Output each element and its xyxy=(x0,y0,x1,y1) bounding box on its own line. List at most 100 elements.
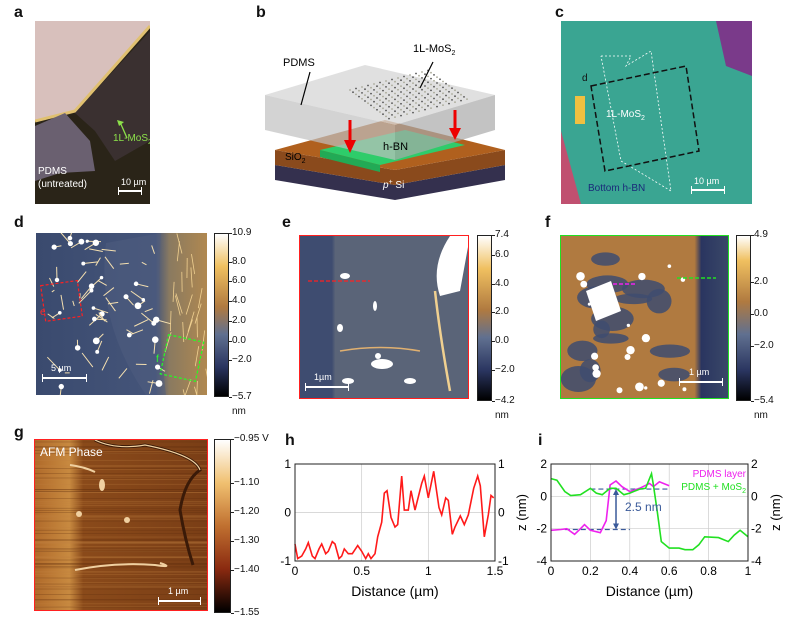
scale-bar xyxy=(679,378,723,386)
panel-label-d: d xyxy=(14,214,24,231)
colorbar-tick-label: −1.10 xyxy=(234,476,260,488)
scale-label: 1µm xyxy=(314,372,332,382)
colorbar-tick xyxy=(751,281,754,283)
colorbar-tick-label: 8.0 xyxy=(232,255,246,267)
label-pdms: PDMS xyxy=(38,166,67,177)
scale-label: 1 µm xyxy=(689,367,710,377)
y-tick-label-right: -2 xyxy=(751,522,762,536)
label-bottom-hbn: Bottom h-BN xyxy=(588,183,646,194)
colorbar-tick-label: 0.0 xyxy=(754,307,768,319)
colorbar-tick-label: −2.0 xyxy=(232,354,252,366)
y-tick-label-left: -1 xyxy=(280,554,291,568)
x-tick-label: 0 xyxy=(548,564,555,578)
panel-label-g: g xyxy=(14,424,24,441)
panel-label-h: h xyxy=(285,432,295,449)
y-tick-label-right: 0 xyxy=(498,506,505,520)
colorbar-tick-label: 2.0 xyxy=(232,314,246,326)
colorbar-tick-label: 4.0 xyxy=(495,277,509,289)
colorbar-tick xyxy=(751,235,754,236)
y-axis-label-left: z (nm) xyxy=(514,494,529,531)
colorbar-tick-label: −1.55 xyxy=(234,607,260,618)
x-tick-label: 1 xyxy=(745,564,752,578)
y-tick-label-right: -4 xyxy=(751,554,762,568)
colorbar-tick xyxy=(229,320,232,322)
afm-height-image-e: 1µm xyxy=(299,235,469,399)
label-mos2: 1L-MoS2 xyxy=(606,109,645,122)
y-axis-label-right: z (nm) xyxy=(768,494,783,531)
plot-frame xyxy=(550,463,749,562)
colorbar-tick-label: −1.40 xyxy=(234,563,260,575)
colorbar-tick xyxy=(231,511,234,513)
label-mos2: 1L-MoS2 xyxy=(113,133,150,146)
arrow-up-icon xyxy=(613,489,620,496)
afm-phase-image-g: AFM Phase 1 µm xyxy=(34,439,208,611)
x-axis-label: Distance (µm) xyxy=(351,583,438,599)
colorbar-tick xyxy=(229,360,232,362)
colorbar-tick-label: −0.95 V xyxy=(234,433,269,444)
y-tick-label-left: 0 xyxy=(284,506,291,520)
colorbar-tick-label: −2.0 xyxy=(754,340,774,352)
colorbar-tick xyxy=(231,482,234,484)
colorbar-tick-label: 0.0 xyxy=(495,334,509,346)
x-tick-label: 0 xyxy=(292,564,299,578)
label-mos2: 1L-MoS2 xyxy=(413,43,456,57)
colorbar-tick-label: 6.0 xyxy=(232,275,246,287)
series-line xyxy=(550,470,749,551)
colorbar-tick xyxy=(751,313,754,315)
scale-label: 10 µm xyxy=(694,176,720,186)
colorbar-tick xyxy=(229,281,232,283)
scale-label: 10 µm xyxy=(121,177,147,187)
colorbar-tick xyxy=(492,369,495,371)
colorbar-tick-label: −4.2 xyxy=(495,395,515,406)
panel-label-c: c xyxy=(555,4,564,21)
scale-bar xyxy=(691,186,725,194)
label-sio2: SiO2 xyxy=(285,152,306,165)
colorbar-tick xyxy=(751,401,754,402)
colorbar-tick xyxy=(229,397,232,398)
colorbar-tick xyxy=(751,346,754,348)
colorbar-unit: nm xyxy=(754,410,768,421)
colorbar-tick-label: −5.7 xyxy=(232,391,252,402)
panel-label-i: i xyxy=(538,432,543,449)
scale-bar xyxy=(158,597,201,605)
arrow-down-icon xyxy=(344,140,356,153)
colorbar-tick xyxy=(231,569,234,571)
panel-label-f: f xyxy=(545,214,551,231)
colorbar-tick xyxy=(231,439,234,440)
arrow-down-icon xyxy=(613,523,620,530)
y-tick-label-right: 0 xyxy=(751,489,758,503)
colorbar-tick-label: −1.20 xyxy=(234,505,260,517)
afm-height-image-d: 5 µm e f xyxy=(36,233,207,395)
colorbar-tick-label: 10.9 xyxy=(232,227,252,238)
arrow-down-icon xyxy=(449,128,461,140)
colorbar-tick-label: 0.0 xyxy=(232,334,246,346)
box-label-f: f xyxy=(156,354,159,365)
colorbar-tick xyxy=(492,340,495,342)
colorbar-tick xyxy=(492,283,495,285)
annotation-label: 2.5 nm xyxy=(625,500,662,514)
colorbar-g xyxy=(214,439,231,613)
optical-image-pdms: PDMS (untreated) 1L-MoS2 10 µm xyxy=(35,21,150,204)
y-tick-label-left: 0 xyxy=(540,489,547,503)
x-tick-label: 1.5 xyxy=(487,564,504,578)
arrow-icon xyxy=(117,120,128,139)
y-tick-label-left: -2 xyxy=(536,522,547,536)
colorbar-tick xyxy=(492,312,495,314)
colorbar-tick xyxy=(231,613,234,614)
panel-label-e: e xyxy=(282,214,291,231)
legend-entry: PDMS layer xyxy=(693,469,747,480)
colorbar-unit: nm xyxy=(495,410,509,421)
y-tick-label-right: 1 xyxy=(498,457,505,471)
colorbar-tick-label: 4.0 xyxy=(232,295,246,307)
scale-bar xyxy=(42,374,87,382)
y-tick-label-left: -4 xyxy=(536,554,547,568)
label-pdms: PDMS xyxy=(283,57,315,69)
scale-bar xyxy=(118,187,142,195)
x-tick-label: 0.8 xyxy=(700,564,717,578)
colorbar-tick-label: −5.4 xyxy=(754,395,774,406)
afm-height-image-f: 1 µm xyxy=(560,235,729,399)
x-axis-label: Distance (µm) xyxy=(606,583,693,599)
